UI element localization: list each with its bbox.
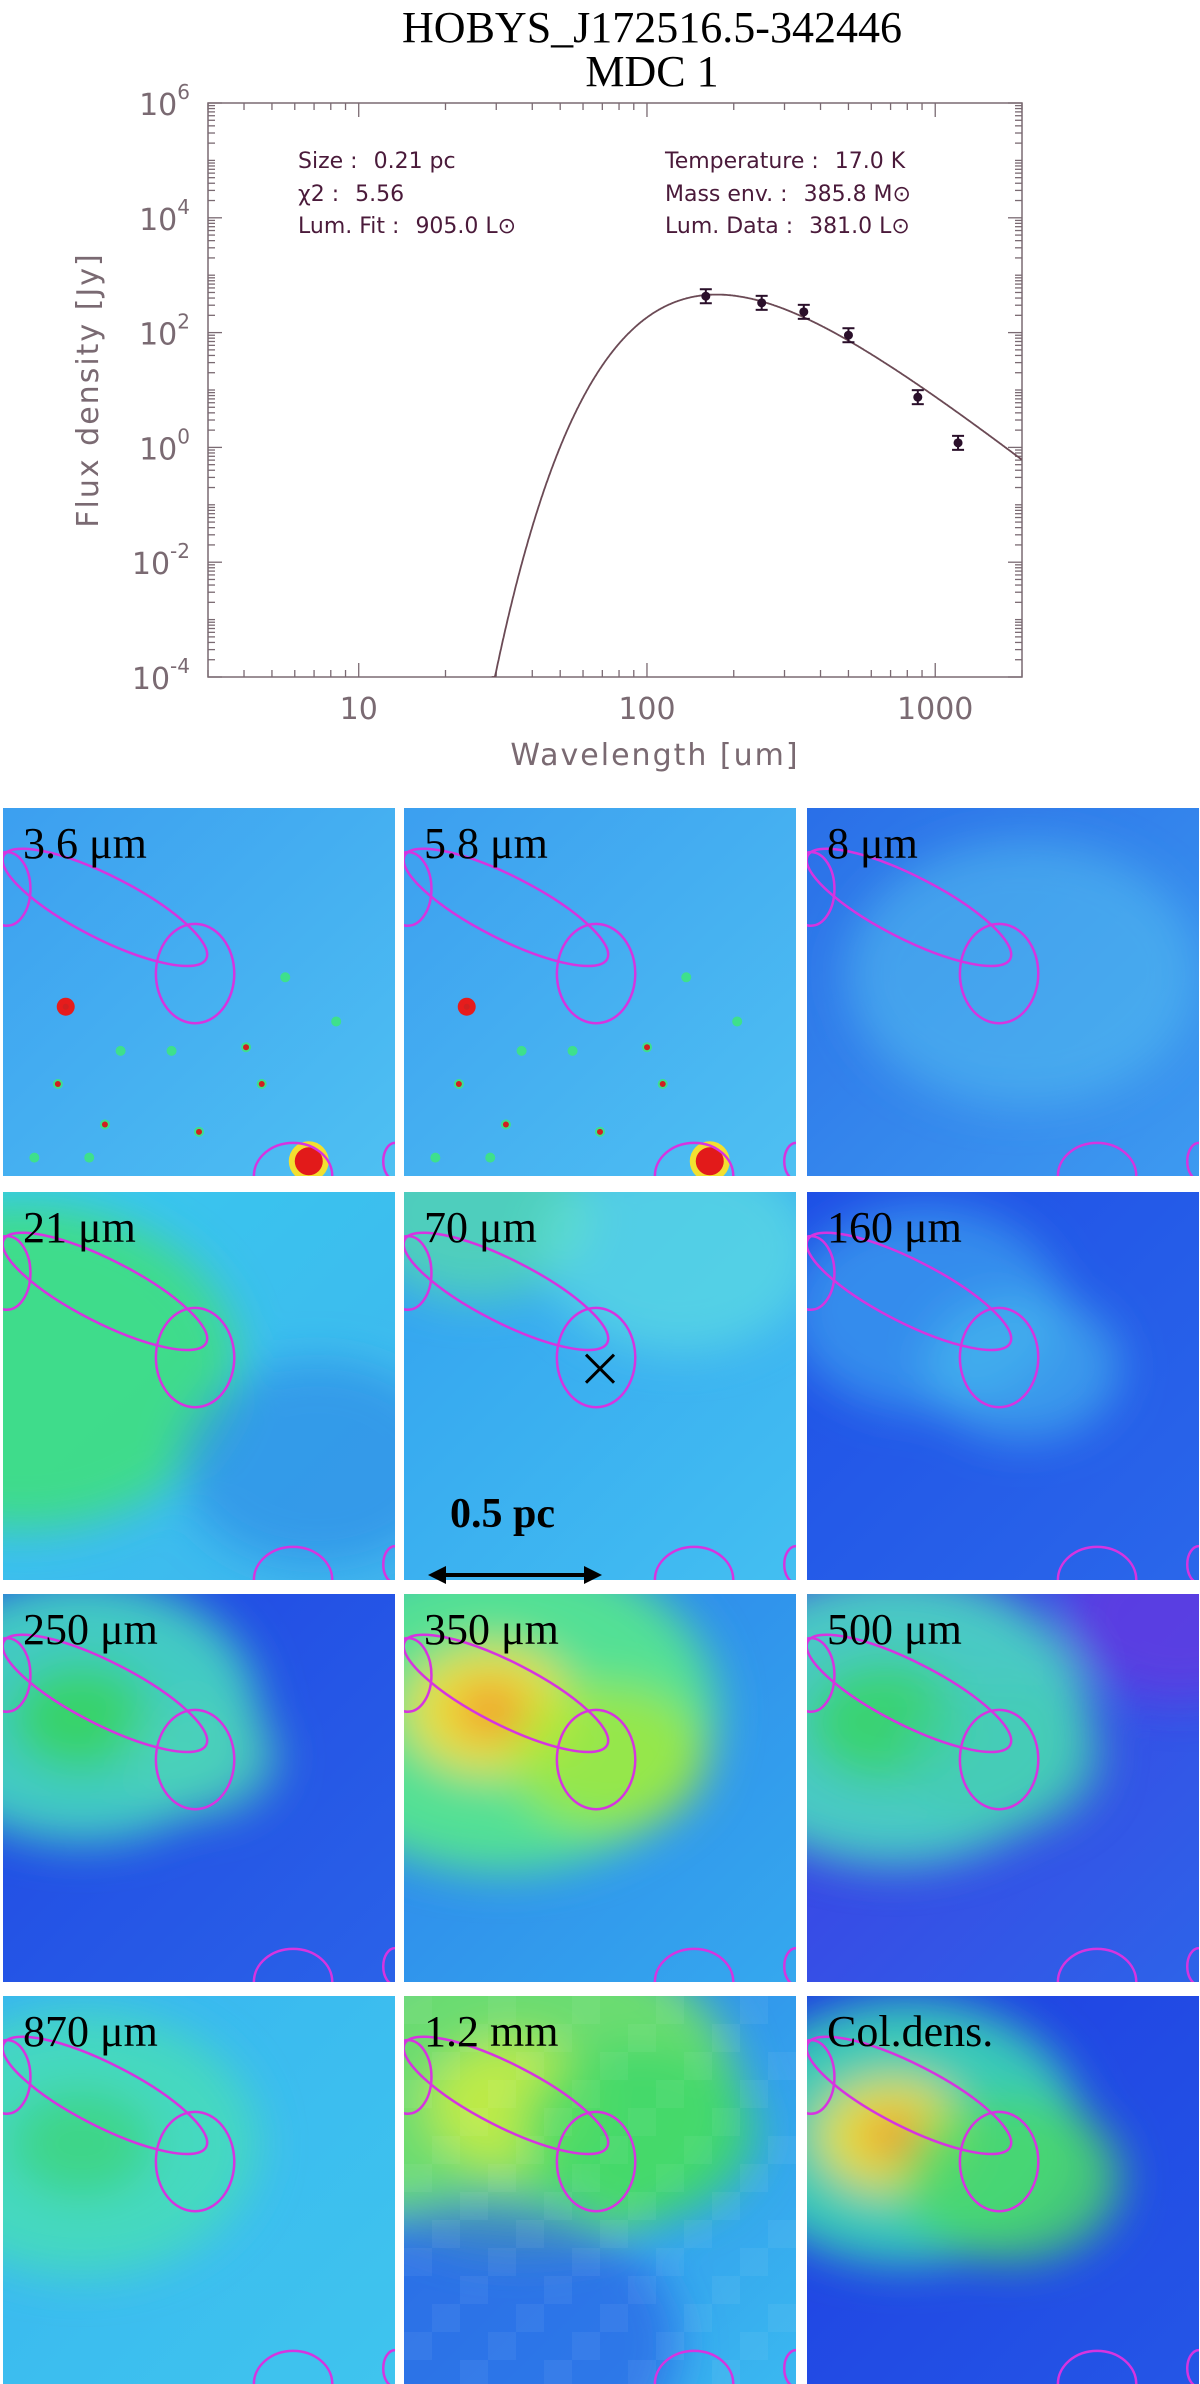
panel-label: Col.dens. xyxy=(827,2007,994,2056)
chart-title-line-1: HOBYS_J172516.5-342446 xyxy=(402,3,902,52)
emission-blob xyxy=(924,1293,1121,1441)
emission-blob xyxy=(901,2096,1121,2261)
image-panel: 870 μm xyxy=(3,1996,395,2384)
source-ellipses xyxy=(3,2035,395,2384)
star-point xyxy=(732,1016,743,1027)
annotation-size: Size :0.21 pc xyxy=(298,149,456,174)
emission-blob xyxy=(10,2090,152,2197)
image-panel: 3.6 μm xyxy=(3,808,395,1176)
emission-blob xyxy=(905,1683,1101,1831)
annotation-mass_env: Mass env. :385.8 M⊙ xyxy=(665,182,911,207)
x-axis-label: Wavelength [um] xyxy=(510,738,799,773)
data-point xyxy=(755,294,768,311)
y-tick-label: 106 xyxy=(139,80,190,123)
bright-source-core xyxy=(294,1147,323,1176)
image-panel: 160 μm xyxy=(807,1192,1199,1580)
panel-label: 5.8 μm xyxy=(424,819,548,868)
panel-label: 70 μm xyxy=(424,1203,537,1252)
image-panel: 500 μm xyxy=(807,1594,1199,1982)
star-point xyxy=(280,972,291,983)
x-tick-label: 1000 xyxy=(897,692,973,727)
y-axis-label: Flux density [Jy] xyxy=(71,252,106,527)
star-point xyxy=(567,1045,578,1056)
data-point xyxy=(842,327,855,344)
x-tick-label: 10 xyxy=(340,692,378,727)
fit-curve xyxy=(491,293,1022,677)
data-point xyxy=(952,434,965,451)
cross-marker xyxy=(584,1353,616,1384)
panel-background xyxy=(3,808,395,1176)
y-tick-label: 10-2 xyxy=(132,539,190,582)
star-point xyxy=(166,1045,177,1056)
annotation-chi2: χ2 :5.56 xyxy=(298,182,404,207)
chart-title-line-2: MDC 1 xyxy=(585,47,719,96)
scale-bar-label: 0.5 pc xyxy=(450,1491,555,1537)
image-panel: 5.8 μm xyxy=(404,808,796,1176)
data-point xyxy=(699,288,712,305)
emission-blob xyxy=(509,1683,706,1831)
image-panel: 21 μm xyxy=(3,1192,395,1580)
panel-label: 3.6 μm xyxy=(23,819,147,868)
sed-plot: 10 100 1000 10-4 10-2 100 102 104 106 Wavelength … xyxy=(71,80,1023,773)
y-tick-label: 102 xyxy=(139,310,190,353)
annotation-temperature: Temperature :17.0 K xyxy=(664,149,906,174)
annotation-lum_fit: Lum. Fit :905.0 L⊙ xyxy=(298,214,516,239)
image-panel: Col.dens. xyxy=(807,1996,1199,2384)
star-point xyxy=(485,1152,496,1163)
image-panel: 1.2 mm xyxy=(404,1996,796,2384)
star-point xyxy=(681,972,692,983)
image-panel: 250 μm xyxy=(3,1594,395,1982)
data-point xyxy=(797,303,810,320)
panel-label: 500 μm xyxy=(827,1605,962,1654)
emission-blob xyxy=(3,1204,239,1529)
y-tick-label: 10-4 xyxy=(132,654,190,697)
panel-label: 1.2 mm xyxy=(424,2007,559,2056)
source-ellipses xyxy=(3,1633,395,1982)
emission-blob xyxy=(10,1665,152,1772)
source-ellipses xyxy=(807,1231,1199,1580)
emission-blob xyxy=(179,1360,395,1567)
source-ellipses xyxy=(807,847,1199,1176)
panel-label: 350 μm xyxy=(424,1605,559,1654)
emission-blob xyxy=(454,1683,526,1737)
data-point xyxy=(911,389,924,406)
emission-blob xyxy=(1061,1594,1199,1702)
star-point xyxy=(84,1152,95,1163)
bright-source-core xyxy=(695,1147,724,1176)
panel-label: 8 μm xyxy=(827,819,918,868)
image-panel: 70 μm xyxy=(404,1192,796,1580)
y-tick-label: 100 xyxy=(139,424,190,467)
panel-label: 21 μm xyxy=(23,1203,136,1252)
star-point xyxy=(516,1045,527,1056)
panel-label: 250 μm xyxy=(23,1605,158,1654)
source-ellipses xyxy=(3,847,395,1176)
emission-blob xyxy=(541,1192,796,1354)
image-panel: 8 μm xyxy=(807,808,1199,1176)
y-tick-label: 104 xyxy=(139,195,190,238)
source-ellipses xyxy=(807,2035,1199,2384)
star-point xyxy=(29,1152,40,1163)
panel-background xyxy=(404,808,796,1176)
emission-blob xyxy=(521,2043,757,2220)
emission-blob xyxy=(120,1698,278,1816)
image-panel: 350 μm xyxy=(404,1594,796,1982)
star-point xyxy=(331,1016,342,1027)
star-point xyxy=(115,1045,126,1056)
emission-blob xyxy=(846,841,1199,1106)
star-point xyxy=(430,1152,441,1163)
source-ellipses xyxy=(404,1231,796,1580)
emission-blob xyxy=(861,2112,925,2160)
panel-label: 160 μm xyxy=(827,1203,962,1252)
x-tick-label: 100 xyxy=(618,692,675,727)
annotation-lum_data: Lum. Data :381.0 L⊙ xyxy=(665,214,910,239)
panel-label: 870 μm xyxy=(23,2007,158,2056)
emission-blob xyxy=(404,2198,679,2384)
